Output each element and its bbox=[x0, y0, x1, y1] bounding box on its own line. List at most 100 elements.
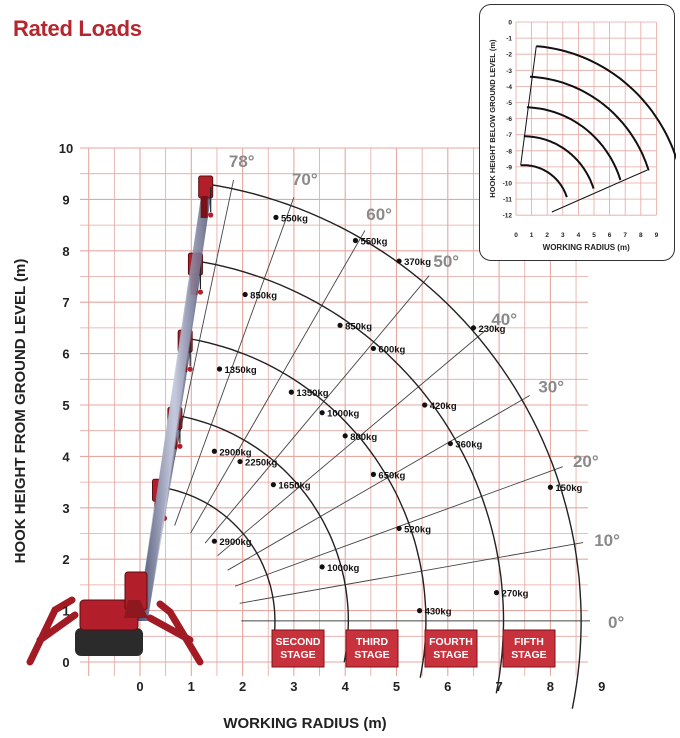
load-point bbox=[211, 448, 217, 454]
inset-y-tick: -1 bbox=[506, 36, 512, 43]
stage-badge bbox=[345, 629, 399, 668]
load-label: 1350kg bbox=[225, 365, 257, 376]
y-tick-label: 2 bbox=[62, 552, 69, 567]
load-point bbox=[447, 440, 453, 447]
stage-badge-label: STAGE bbox=[433, 649, 468, 661]
load-label: 1350kg bbox=[296, 388, 328, 399]
inset-y-tick: -3 bbox=[506, 68, 512, 75]
load-label: 550kg bbox=[360, 237, 387, 248]
load-point bbox=[342, 433, 348, 439]
chart-arcs bbox=[160, 183, 582, 709]
inset-x-tick: 6 bbox=[608, 232, 612, 239]
load-label: 370kg bbox=[404, 257, 431, 268]
load-point bbox=[237, 458, 243, 465]
load-point bbox=[547, 484, 554, 490]
load-point bbox=[422, 402, 428, 408]
inset-x-tick: 9 bbox=[655, 232, 659, 239]
y-tick-label: 3 bbox=[62, 501, 69, 516]
stage-arc bbox=[206, 183, 582, 709]
stage-badge-label: SECOND bbox=[276, 636, 321, 648]
inset-y-tick: -9 bbox=[506, 164, 512, 171]
load-label: 520kg bbox=[404, 524, 431, 535]
boom-section bbox=[137, 191, 212, 621]
inset-x-tick: 0 bbox=[514, 232, 518, 239]
x-tick-label: 9 bbox=[598, 679, 605, 694]
inset-boundary-bottom bbox=[551, 169, 648, 213]
stage-badge bbox=[424, 629, 478, 668]
y-tick-label: 5 bbox=[62, 398, 69, 413]
angle-guide-line bbox=[227, 395, 530, 571]
load-label: 420kg bbox=[430, 401, 457, 412]
stage-badge bbox=[271, 629, 325, 668]
x-tick-label: 0 bbox=[136, 679, 143, 694]
inset-y-tick: -4 bbox=[506, 84, 512, 91]
inset-boundary-left bbox=[520, 46, 537, 166]
y-tick-label: 1 bbox=[62, 604, 69, 619]
x-tick-label: 7 bbox=[495, 679, 502, 694]
load-point bbox=[370, 471, 377, 477]
inset-y-tick: -2 bbox=[506, 52, 512, 59]
load-point bbox=[352, 237, 359, 244]
stage-arc bbox=[160, 486, 276, 648]
inset-y-label: HOOK HEIGHT BELOW GROUND LEVEL (m) bbox=[488, 39, 497, 198]
load-label: 230kg bbox=[478, 324, 505, 335]
x-tick-label: 4 bbox=[342, 679, 350, 694]
y-tick-label: 8 bbox=[62, 244, 69, 259]
x-tick-label: 8 bbox=[547, 679, 554, 694]
inset-x-tick: 2 bbox=[545, 232, 549, 239]
angle-guide-line bbox=[190, 230, 366, 534]
inset-arc bbox=[526, 106, 622, 181]
load-label: 270kg bbox=[502, 589, 529, 600]
inset-x-tick: 5 bbox=[592, 232, 596, 239]
angle-label: 10° bbox=[594, 531, 620, 550]
stage-badge-label: STAGE bbox=[511, 649, 546, 661]
page-title: Rated Loads bbox=[13, 16, 142, 41]
inset-arc bbox=[520, 164, 568, 198]
load-point bbox=[470, 325, 477, 331]
angle-guide-line bbox=[239, 542, 584, 604]
load-points: 550kg 550kg 370kg 230kg 850kg 850kg 600kg 420kg… bbox=[211, 213, 583, 618]
angle-guide-line bbox=[174, 197, 295, 526]
angle-label: 70° bbox=[292, 170, 318, 189]
inset-x-tick: 4 bbox=[577, 232, 581, 239]
y-tick-label: 7 bbox=[62, 295, 69, 310]
y-tick-label: 10 bbox=[59, 141, 73, 156]
load-label: 2250kg bbox=[245, 458, 277, 469]
hook bbox=[177, 443, 183, 449]
angle-guide-line bbox=[204, 275, 430, 544]
stage-badges: SECONDSTAGETHIRDSTAGEFOURTHSTAGEFIFTHSTA… bbox=[271, 629, 556, 668]
y-tick-label: 4 bbox=[62, 449, 70, 464]
stage-badge-label: FIFTH bbox=[514, 636, 544, 648]
hook-block bbox=[200, 195, 208, 218]
underground-chart-panel: 0 1 2 3 4 5 6 7 8 9 0 -1 -2 -3 -4 -5 -6 -7 -8 -9 -10 -11 -12 WO… bbox=[479, 4, 676, 261]
load-label: 600kg bbox=[378, 344, 405, 355]
inset-y-tick: -6 bbox=[506, 116, 512, 123]
load-label: 2900kg bbox=[219, 447, 251, 458]
load-label: 150kg bbox=[555, 483, 582, 494]
hook bbox=[187, 366, 193, 372]
load-label: 360kg bbox=[455, 440, 482, 451]
load-point bbox=[211, 538, 217, 544]
x-tick-label: 1 bbox=[188, 679, 195, 694]
load-label: 800kg bbox=[350, 432, 377, 443]
angle-label: 78° bbox=[229, 152, 255, 171]
stage-badge-label: STAGE bbox=[354, 649, 389, 661]
stage-arc bbox=[196, 260, 505, 694]
load-point bbox=[288, 389, 294, 395]
load-point bbox=[319, 564, 325, 570]
angle-label: 0° bbox=[608, 613, 624, 632]
load-label: 850kg bbox=[345, 321, 372, 332]
inset-y-tick: -5 bbox=[506, 100, 512, 107]
inset-arc bbox=[536, 45, 676, 161]
y-axis-label: HOOK HEIGHT FROM GROUND LEVEL (m) bbox=[12, 259, 29, 564]
hook bbox=[197, 289, 204, 295]
angle-guide-line bbox=[217, 330, 485, 557]
outrigger-legs bbox=[26, 596, 204, 666]
inset-y-tick: -12 bbox=[503, 213, 513, 220]
load-point bbox=[242, 291, 248, 298]
inset-x-tick: 8 bbox=[639, 232, 643, 239]
stage-badge-label: STAGE bbox=[280, 649, 315, 661]
load-point bbox=[416, 608, 423, 614]
inset-x-label: WORKING RADIUS (m) bbox=[543, 243, 630, 252]
